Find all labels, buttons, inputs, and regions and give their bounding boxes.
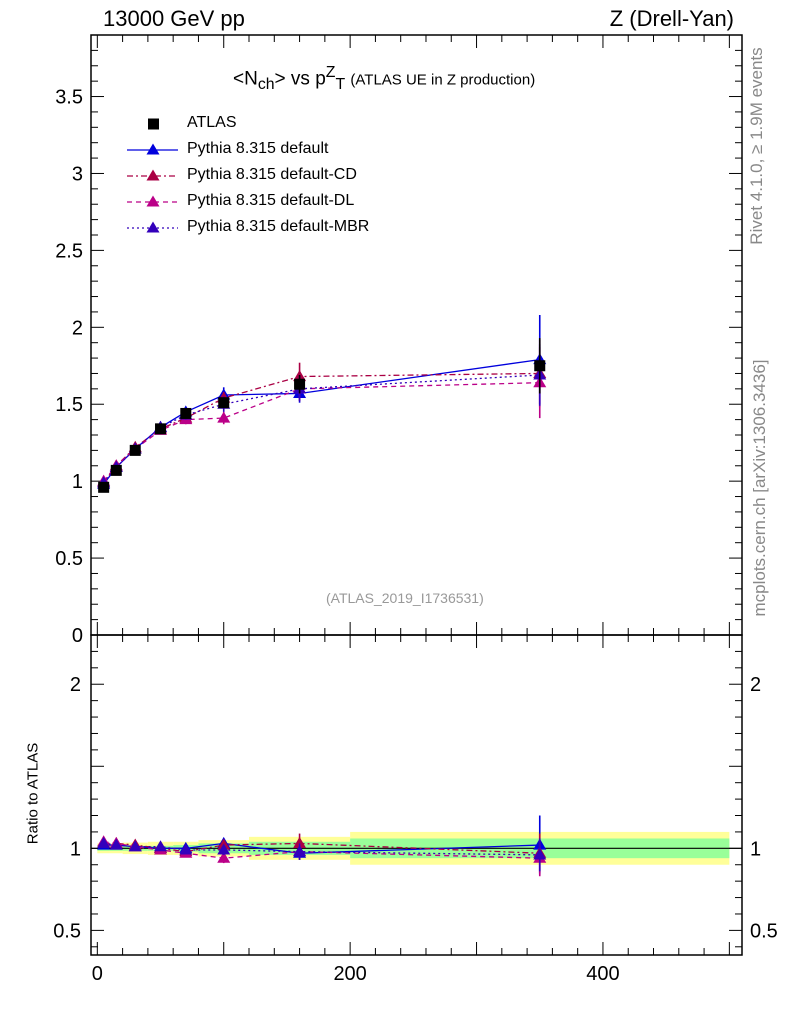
ratio-default-cd-point: [293, 836, 307, 848]
legend-marker-default-dl: [146, 195, 160, 207]
main-default-mbr-line: [103, 374, 540, 484]
title-nch-sub: ch: [257, 76, 275, 94]
analysis-id-watermark: (ATLAS_2019_I1736531): [326, 590, 484, 606]
ratio-ytick-label-right: 1: [750, 838, 761, 860]
ratio-ytick-label-left: 2: [70, 674, 81, 696]
main-ytick-label: 0: [72, 625, 83, 647]
ratio-default-mbr-point: [109, 838, 123, 850]
legend-entry-default: Pythia 8.315 default: [187, 140, 329, 157]
legend-entry-atlas: ATLAS: [187, 114, 237, 131]
legend-marker-default-mbr: [146, 221, 160, 233]
ratio-ytick-label-left: 0.5: [53, 920, 81, 942]
legend-entry-default-cd: Pythia 8.315 default-CD: [187, 166, 357, 183]
main-ytick-label: 0.5: [55, 548, 83, 570]
process-name-label: Z (Drell-Yan): [609, 6, 734, 31]
rivet-version-label: Rivet 4.1.0, ≥ 1.9M events: [747, 47, 766, 245]
mcplots-reference-label: mcplots.cern.ch [arXiv:1306.3436]: [750, 359, 769, 617]
main-atlas-point: [155, 423, 167, 435]
ratio-default-mbr-point: [533, 848, 547, 860]
ratio-default-mbr-point: [179, 843, 193, 855]
legend-marker-default: [146, 143, 160, 155]
ratio-default-dl-line: [103, 841, 540, 859]
main-ytick-label: 1: [72, 471, 83, 493]
main-atlas-point: [110, 464, 122, 476]
ratio-xtick-label: 200: [333, 963, 366, 985]
ratio-default-mbr-point: [217, 843, 231, 855]
ratio-default-mbr-point: [128, 840, 142, 852]
ratio-ytick-label-right: 0.5: [750, 920, 778, 942]
main-atlas-point: [294, 378, 306, 390]
main-default-dl-point: [217, 411, 231, 423]
ratio-ytick-label-left: 1: [70, 838, 81, 860]
title-nch-open: <N: [233, 68, 258, 90]
ratio-default-dl-point: [217, 851, 231, 863]
title-pt-sup: Z: [325, 64, 336, 81]
main-atlas-point: [534, 360, 546, 372]
legend-marker-atlas: [148, 118, 159, 130]
ratio-default-mbr-point: [154, 840, 168, 852]
title-pt-sub: T: [335, 76, 346, 94]
main-atlas-point: [129, 444, 141, 456]
process-energy-label: 13000 GeV pp: [103, 6, 245, 31]
main-default-dl-line: [103, 382, 540, 482]
main-ytick-label: 2.5: [55, 240, 83, 262]
plot-title: <Nch> vs pZT (ATLAS UE in Z production): [233, 64, 535, 94]
main-ytick-label: 2: [72, 317, 83, 339]
legend-entry-default-mbr: Pythia 8.315 default-MBR: [187, 218, 370, 235]
ratio-xtick-label: 400: [586, 963, 619, 985]
main-atlas-point: [98, 481, 110, 493]
main-atlas-point: [180, 407, 192, 419]
main-ytick-label: 3.5: [55, 87, 83, 109]
ratio-default-mbr-point: [97, 836, 111, 848]
ratio-plot-frame: [90, 634, 743, 956]
legend-marker-default-cd: [146, 169, 160, 181]
title-analysis: (ATLAS UE in Z production): [350, 71, 536, 89]
main-ytick-label: 1.5: [55, 394, 83, 416]
ratio-ytick-label-right: 2: [750, 674, 761, 696]
ratio-default-mbr-point: [293, 845, 307, 857]
legend-entry-default-dl: Pythia 8.315 default-DL: [187, 192, 355, 209]
main-default-cd-line: [103, 372, 540, 484]
ratio-y-axis-title: Ratio to ATLAS: [24, 742, 42, 845]
main-atlas-point: [218, 397, 230, 409]
title-vs: > vs p: [274, 68, 326, 90]
main-ytick-label: 3: [72, 163, 83, 185]
ratio-xtick-label: 0: [92, 963, 103, 985]
main-default-line: [103, 358, 540, 485]
